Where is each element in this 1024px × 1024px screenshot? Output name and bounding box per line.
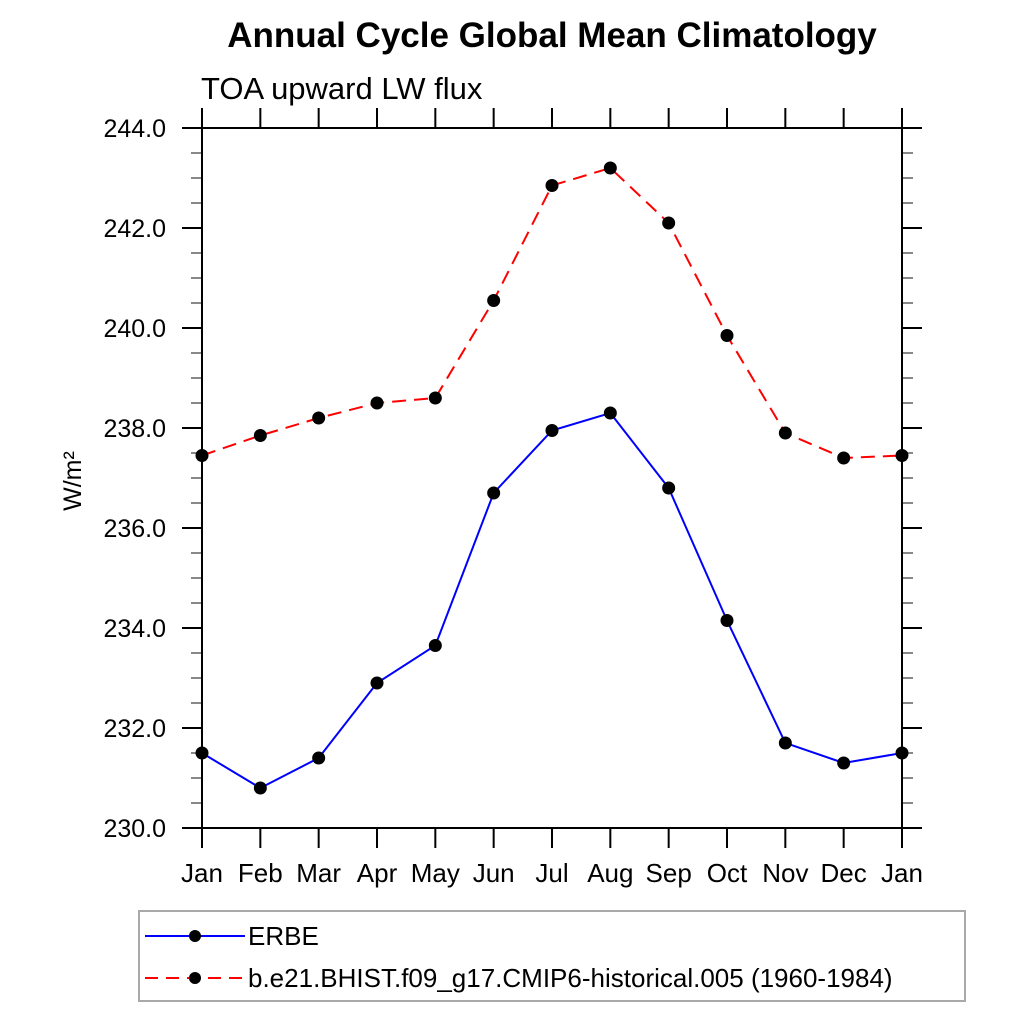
data-point: [778, 736, 792, 750]
x-tick-label: Aug: [587, 858, 633, 888]
x-tick-label: Jan: [881, 858, 923, 888]
data-point: [720, 614, 734, 627]
x-tick-label: Oct: [707, 858, 748, 888]
y-tick-label: 238.0: [103, 415, 166, 443]
x-tick-label: Apr: [357, 858, 398, 888]
data-point: [778, 426, 792, 440]
series-line-0: [201, 411, 903, 790]
data-point: [370, 676, 384, 690]
data-point: [662, 216, 676, 230]
data-point: [603, 161, 617, 175]
y-tick-label: 236.0: [103, 515, 166, 543]
data-point: [428, 391, 442, 405]
y-tick-label: 234.0: [103, 615, 166, 643]
data-point: [603, 406, 617, 420]
legend-label-erbe: ERBE: [248, 920, 319, 951]
model-line-sample-icon: [145, 972, 245, 984]
legend-label-model: b.e21.BHIST.f09_g17.CMIP6-historical.005…: [248, 962, 893, 993]
data-point: [837, 756, 851, 770]
plot-frame: [201, 127, 903, 829]
data-point: [487, 294, 501, 307]
x-tick-label: Jun: [473, 858, 515, 888]
data-point: [370, 396, 384, 410]
erbe-line-sample-icon: [145, 930, 245, 942]
x-tick-label: Sep: [646, 858, 692, 888]
legend-item-model: b.e21.BHIST.f09_g17.CMIP6-historical.005…: [140, 957, 964, 999]
series-line-1: [201, 166, 903, 460]
x-tick-label: Nov: [762, 858, 808, 888]
y-tick-label: 244.0: [103, 115, 166, 143]
x-tick-label: Jul: [535, 858, 568, 888]
x-tick-label: May: [411, 858, 460, 888]
data-point: [312, 411, 326, 425]
data-point: [253, 781, 267, 795]
data-point: [545, 424, 559, 437]
x-tick-label: Feb: [238, 858, 283, 888]
x-tick-label: Dec: [821, 858, 867, 888]
legend-item-erbe: ERBE: [140, 915, 964, 957]
y-tick-label: 232.0: [103, 715, 166, 743]
y-tick-label: 242.0: [103, 215, 166, 243]
data-point: [837, 451, 851, 465]
data-point: [545, 179, 559, 192]
y-tick-label: 240.0: [103, 315, 166, 343]
chart-title: Annual Cycle Global Mean Climatology: [227, 16, 877, 55]
data-point: [195, 746, 209, 760]
legend: ERBE b.e21.BHIST.f09_g17.CMIP6-historica…: [138, 910, 966, 1002]
y-tick-label: 230.0: [103, 815, 166, 843]
data-point: [720, 329, 734, 342]
data-point: [312, 751, 326, 765]
chart-subtitle: TOA upward LW flux: [201, 71, 483, 106]
data-point: [895, 449, 909, 462]
data-point: [253, 429, 267, 442]
data-point: [487, 486, 501, 500]
x-tick-label: Mar: [296, 858, 341, 888]
data-point: [195, 449, 209, 462]
x-tick-label: Jan: [181, 858, 223, 888]
data-point: [662, 481, 676, 495]
data-point: [428, 639, 442, 652]
data-point: [895, 746, 909, 760]
